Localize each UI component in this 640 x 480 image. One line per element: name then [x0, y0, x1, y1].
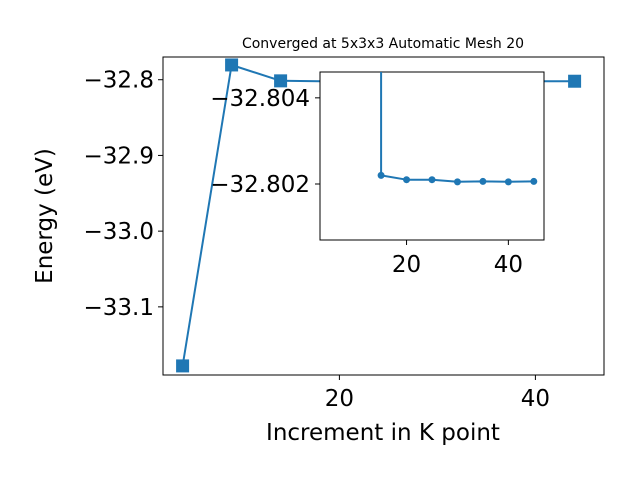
main-x-ticks: 20 40 — [325, 375, 550, 412]
main-data-point — [274, 74, 288, 88]
inset-plot-area — [319, 71, 545, 241]
main-data-point — [176, 359, 190, 373]
main-y-tick-label: −32.9 — [84, 143, 154, 169]
inset-data-point — [530, 177, 538, 185]
inset-data-point — [403, 176, 411, 184]
inset-data-point — [428, 176, 436, 184]
main-y-tick-label: −33.1 — [84, 295, 154, 321]
inset-x-tick-label: 40 — [494, 252, 523, 278]
inset-x-tick-label: 20 — [392, 252, 421, 278]
inset-y-tick-label: −32.804 — [210, 86, 310, 112]
inset-data-point — [453, 178, 461, 186]
inset-data-point — [479, 177, 487, 185]
chart-title: Converged at 5x3x3 Automatic Mesh 20 — [242, 36, 524, 52]
inset-y-tick-label: −32.802 — [210, 172, 310, 198]
main-data-point — [225, 58, 239, 72]
inset-data-point — [504, 178, 512, 186]
inset-data-point — [377, 171, 385, 179]
inset-series-line — [380, 72, 534, 183]
main-y-tick-label: −33.0 — [84, 219, 154, 245]
main-x-tick-label: 40 — [521, 386, 550, 412]
main-y-tick-label: −32.8 — [84, 68, 154, 94]
x-axis-label: Increment in K point — [266, 420, 500, 446]
inset-x-ticks: 20 40 — [392, 240, 523, 278]
inset-y-ticks: −32.804 −32.802 — [210, 86, 320, 198]
inset-series — [377, 72, 538, 186]
main-data-point — [568, 74, 582, 88]
y-axis-label: Energy (eV) — [32, 148, 58, 284]
main-x-tick-label: 20 — [325, 386, 354, 412]
main-y-ticks: −32.8 −32.9 −33.0 −33.1 — [84, 68, 163, 321]
